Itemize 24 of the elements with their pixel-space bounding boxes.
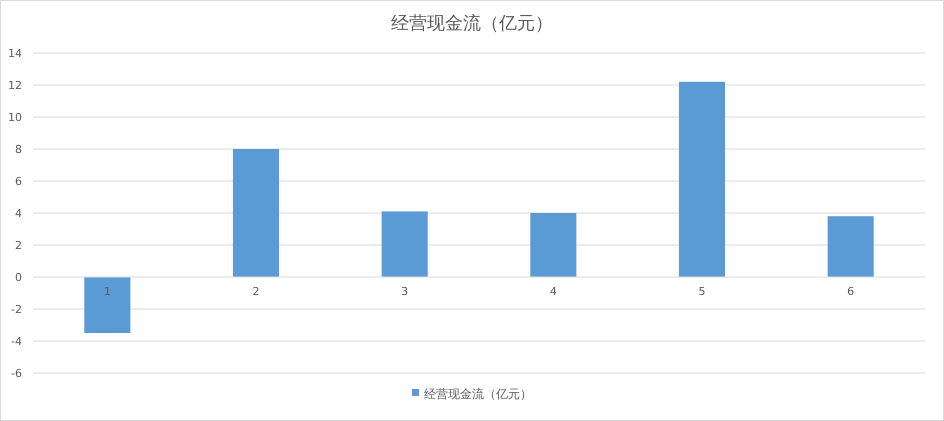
y-tick-label: 2 [15, 239, 22, 252]
chart-title: 经营现金流（亿元） [391, 13, 553, 34]
y-tick-label: -4 [11, 335, 22, 348]
x-tick-label: 6 [847, 285, 854, 298]
x-tick-label: 2 [252, 285, 260, 298]
x-tick-label: 4 [550, 285, 557, 298]
y-tick-label: -6 [11, 367, 22, 380]
y-tick-label: 4 [15, 207, 22, 220]
bar [530, 213, 576, 277]
bar [232, 149, 280, 277]
bar [382, 211, 428, 277]
bar [84, 277, 130, 333]
bar [678, 82, 726, 277]
x-tick-label: 5 [698, 285, 706, 298]
y-tick-label: 8 [15, 143, 22, 156]
y-tick-label: 12 [8, 79, 22, 92]
bar [828, 216, 874, 277]
x-tick-label: 1 [104, 285, 111, 298]
y-tick-label: 14 [8, 47, 22, 60]
y-tick-label: 6 [15, 175, 22, 188]
y-tick-label: 0 [15, 271, 22, 284]
x-tick-label: 3 [401, 285, 408, 298]
y-tick-label: 10 [8, 111, 22, 124]
y-tick-label: -2 [11, 303, 22, 316]
